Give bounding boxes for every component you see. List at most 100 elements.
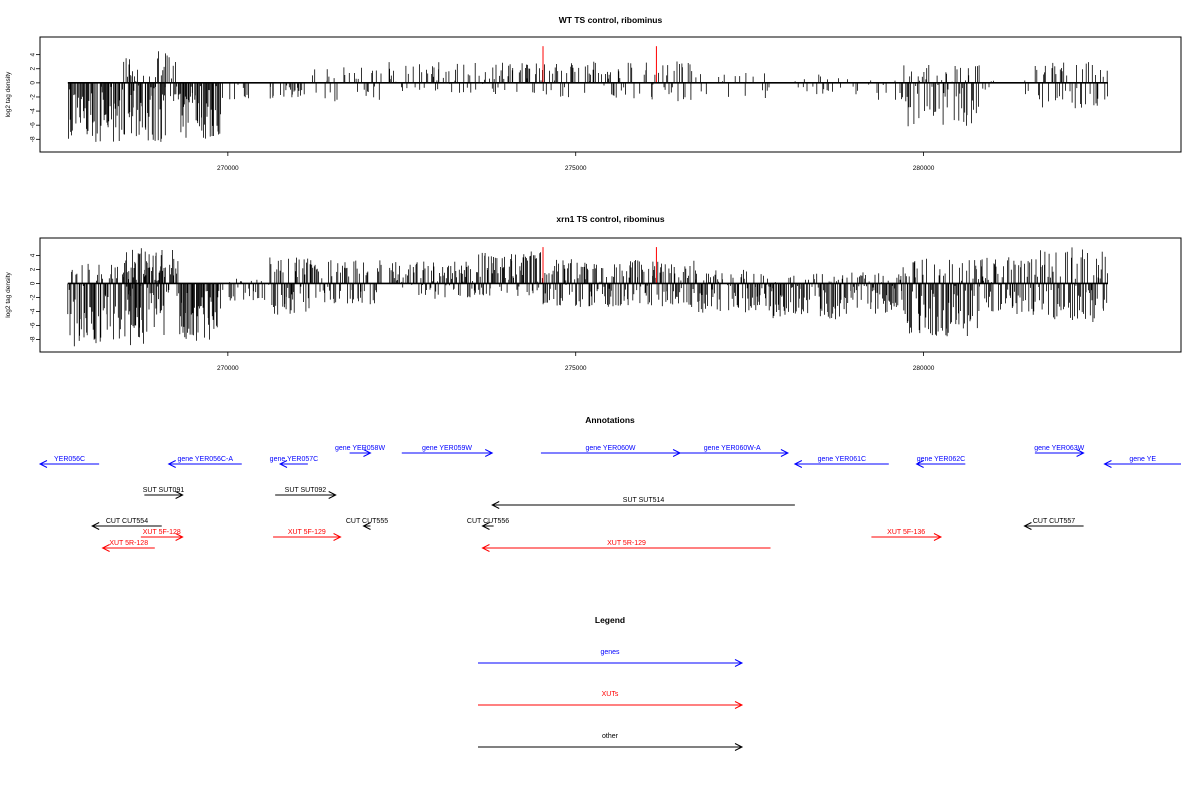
- wt-density-panel: WT TS control, ribominus 4 2 0 -2 -4 -6 -8 log2 …: [5, 15, 1182, 172]
- feature-arrow: [101, 544, 155, 552]
- feature-label: XUT 5R-128: [109, 540, 148, 547]
- x-tick-label: 270000: [217, 365, 239, 372]
- feature-label: CUT CUT556: [467, 518, 509, 525]
- y-tick-label: 0: [30, 281, 37, 285]
- y-tick-label: -8: [30, 336, 37, 342]
- feature-arrow: [273, 533, 342, 541]
- feature-arrow: [676, 449, 790, 457]
- feature-arrow: [481, 522, 494, 530]
- feature-label: CUT CUT554: [106, 518, 148, 525]
- arrow-head: [362, 522, 371, 530]
- feature-arrow: [362, 522, 371, 530]
- chart-title: xrn1 TS control, ribominus: [556, 214, 664, 224]
- x-tick-label: 270000: [217, 165, 239, 172]
- annotations-track: Annotations YER056C gene YER056C-A gene YER…: [38, 415, 1181, 552]
- feature-label: XUT 5R-129: [607, 540, 646, 547]
- feature-label: CUT CUT555: [346, 518, 388, 525]
- arrow-head: [38, 460, 48, 468]
- arrow-head: [491, 501, 500, 509]
- feature-arrow: [871, 533, 943, 541]
- legend-label: XUTs: [602, 691, 619, 698]
- arrow-head: [328, 491, 337, 499]
- feature-label: SUT SUT092: [285, 487, 327, 494]
- feature-label: CUT CUT557: [1033, 518, 1075, 525]
- y-tick-label: 2: [30, 267, 37, 271]
- feature-arrow: [140, 533, 184, 541]
- y-tick-label: -6: [30, 322, 37, 328]
- density-bars: [67, 247, 1108, 347]
- feature-arrow: [481, 544, 771, 552]
- y-tick-label: 0: [30, 81, 37, 85]
- feature-label: XUT 5F-136: [887, 529, 925, 536]
- x-tick-label: 275000: [565, 365, 587, 372]
- arrow-head: [363, 449, 372, 457]
- chart-title: WT TS control, ribominus: [559, 15, 663, 25]
- x-tick-label: 280000: [913, 365, 935, 372]
- arrow-head: [481, 522, 490, 530]
- arrow-head: [1103, 460, 1112, 468]
- arrow-head: [481, 544, 490, 552]
- feature-label: gene YER063W: [1034, 445, 1084, 452]
- y-tick-label: -4: [30, 308, 37, 314]
- arrow-head: [734, 701, 744, 709]
- legend-arrow: [478, 701, 744, 709]
- feature-label: gene YER059W: [422, 445, 472, 452]
- legend: Legend genes XUTs other: [478, 615, 744, 751]
- feature-label: gene YE: [1129, 456, 1156, 463]
- feature-arrow: [275, 491, 337, 499]
- arrow-head: [780, 449, 790, 457]
- legend-label: genes: [600, 649, 620, 656]
- arrow-head: [175, 491, 184, 499]
- feature-label: gene YER061C: [818, 456, 867, 463]
- feature-arrow: [278, 460, 308, 468]
- feature-label: gene YER062C: [917, 456, 966, 463]
- feature-arrow: [91, 522, 162, 530]
- y-axis-label: log2 tag density: [5, 71, 12, 117]
- feature-label: YER056C: [54, 456, 85, 463]
- feature-label: SUT SUT514: [623, 497, 665, 504]
- legend-arrow: [478, 659, 744, 667]
- feature-label: SUT SUT091: [143, 487, 185, 494]
- feature-label: XUT 5F-129: [288, 529, 326, 536]
- x-tick-label: 280000: [913, 165, 935, 172]
- arrow-head: [1076, 449, 1085, 457]
- feature-label: gene YER056C-A: [177, 456, 233, 463]
- legend-title: Legend: [595, 615, 625, 625]
- feature-arrow: [38, 460, 100, 468]
- y-axis-label: log2 tag density: [5, 271, 12, 317]
- arrow-head: [167, 460, 176, 468]
- feature-label: gene YER058W: [335, 445, 385, 452]
- density-bars: [68, 51, 1108, 142]
- feature-arrow: [491, 501, 795, 509]
- arrow-head: [734, 743, 744, 751]
- y-tick-label: -8: [30, 136, 37, 142]
- feature-arrow: [793, 460, 889, 468]
- feature-label: gene YER060W: [585, 445, 635, 452]
- feature-arrow: [1034, 449, 1085, 457]
- legend-arrow: [478, 743, 744, 751]
- y-tick-label: 4: [30, 52, 37, 56]
- arrow-head: [734, 659, 744, 667]
- y-tick-label: 2: [30, 67, 37, 71]
- legend-label: other: [602, 733, 619, 740]
- arrow-head: [793, 460, 803, 468]
- annotations-title: Annotations: [585, 415, 635, 425]
- feature-label: XUT 5F-128: [143, 529, 181, 536]
- y-tick-label: -2: [30, 294, 37, 300]
- arrow-head: [485, 449, 494, 457]
- feature-arrow: [1103, 460, 1181, 468]
- xrn1-density-panel: xrn1 TS control, ribominus 4 2 0 -2 -4 -6 -8 log…: [5, 214, 1182, 372]
- feature-arrow: [915, 460, 966, 468]
- arrow-head: [175, 533, 184, 541]
- arrow-head: [101, 544, 110, 552]
- y-tick-label: -2: [30, 94, 37, 100]
- arrow-head: [91, 522, 100, 530]
- arrow-head: [278, 460, 288, 468]
- feature-label: gene YER057C: [270, 456, 319, 463]
- arrow-head: [933, 533, 943, 541]
- y-tick-label: -4: [30, 108, 37, 114]
- feature-arrow: [349, 449, 372, 457]
- y-tick-label: 4: [30, 253, 37, 257]
- x-tick-label: 275000: [565, 165, 587, 172]
- feature-arrow: [167, 460, 242, 468]
